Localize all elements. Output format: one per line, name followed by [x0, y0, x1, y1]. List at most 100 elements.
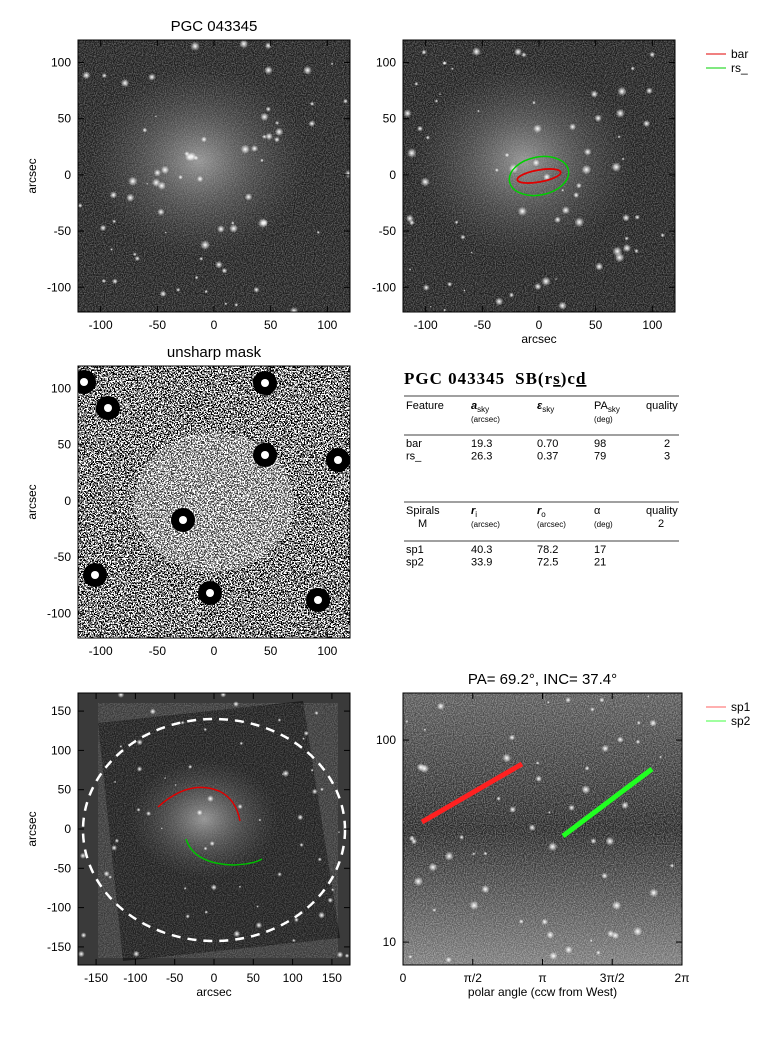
- panel-title: PA= 69.2°, INC= 37.4°: [468, 671, 617, 688]
- x-tick-label: 100: [317, 644, 337, 658]
- y-tick-label: 100: [51, 381, 71, 395]
- table-cell: 26.3: [471, 451, 492, 463]
- column-header: εsky: [537, 400, 554, 414]
- star: [188, 764, 193, 769]
- table-cell: 78.2: [537, 544, 558, 556]
- header-sub: sky: [608, 405, 620, 414]
- star: [561, 188, 565, 192]
- x-tick-label: 100: [317, 318, 337, 332]
- star: [605, 836, 615, 846]
- y-tick-label: 100: [51, 55, 71, 69]
- type-part: SB(r: [515, 369, 553, 388]
- star: [541, 918, 549, 926]
- star: [633, 926, 643, 937]
- star: [496, 796, 501, 801]
- star: [649, 51, 656, 58]
- header-unit: (arcsec): [471, 520, 500, 529]
- star: [612, 246, 623, 257]
- header-sub: sky: [542, 405, 554, 414]
- star: [471, 47, 482, 57]
- star: [264, 65, 273, 75]
- star: [558, 301, 567, 310]
- star: [111, 844, 118, 851]
- star: [413, 876, 423, 887]
- star-core: [334, 456, 342, 464]
- star: [590, 838, 597, 845]
- star: [78, 950, 85, 958]
- table-cell: rs_: [406, 451, 422, 463]
- star: [185, 152, 194, 162]
- star: [220, 693, 227, 698]
- star: [607, 930, 615, 938]
- star: [611, 162, 622, 172]
- star: [481, 885, 490, 894]
- star: [508, 734, 516, 741]
- star: [176, 287, 181, 293]
- star: [573, 192, 580, 199]
- image: [78, 366, 350, 638]
- star: [494, 168, 499, 173]
- star: [611, 900, 622, 911]
- y-tick-label: 100: [376, 55, 396, 69]
- column-header: PAsky: [594, 400, 620, 414]
- star: [309, 101, 315, 107]
- star: [265, 106, 271, 112]
- star: [521, 52, 527, 58]
- column-header: Spirals: [406, 505, 440, 517]
- x-tick-label: -100: [123, 971, 147, 985]
- x-tick-label: 0: [211, 318, 218, 332]
- parameter-table: PGC 043345 SB(rs)cd Feature asky(arcsec)εs…: [404, 369, 679, 569]
- star: [210, 884, 217, 891]
- sp1-fit: [420, 761, 524, 825]
- star: [234, 302, 239, 307]
- table-cell: 2: [664, 438, 670, 450]
- star: [174, 783, 177, 787]
- star: [443, 308, 447, 312]
- star: [217, 225, 225, 233]
- y-tick-label: 50: [383, 112, 397, 126]
- star: [589, 939, 593, 943]
- star: [204, 910, 209, 914]
- star: [244, 193, 253, 201]
- star: [502, 753, 512, 763]
- panel: -100 -50 0 50 100 -100 -50 0 50 100 unsharp mask ar…: [25, 344, 351, 658]
- column-header: asky: [471, 400, 489, 414]
- panel-title: unsharp mask: [167, 344, 262, 361]
- galaxy: [134, 432, 294, 572]
- star: [151, 178, 161, 187]
- star: [185, 914, 190, 919]
- x-axis-label: polar angle (ccw from West): [468, 985, 617, 999]
- star: [419, 763, 430, 774]
- star: [146, 182, 149, 185]
- star: [554, 216, 561, 224]
- star: [617, 135, 621, 139]
- star: [649, 719, 657, 727]
- star: [408, 219, 415, 226]
- star: [534, 282, 542, 291]
- star: [438, 93, 441, 96]
- star: [451, 67, 454, 71]
- star: [237, 804, 243, 810]
- star: [331, 888, 335, 892]
- header-name: Spirals: [406, 505, 440, 517]
- star: [477, 109, 480, 113]
- star: [112, 278, 118, 285]
- star: [581, 785, 591, 795]
- star: [528, 824, 536, 832]
- table-cell: 40.3: [471, 544, 492, 556]
- star: [564, 945, 573, 954]
- y-tick-label: 0: [64, 494, 71, 508]
- star: [495, 297, 504, 306]
- disk-ellipse: [81, 717, 347, 943]
- star: [142, 127, 148, 133]
- star-core: [206, 589, 214, 597]
- x-tick-label: -50: [149, 644, 167, 658]
- star: [659, 755, 663, 759]
- star: [601, 744, 610, 753]
- star: [420, 177, 430, 187]
- star: [113, 780, 117, 784]
- y-tick-label: -150: [47, 940, 71, 954]
- table-cell: 0.37: [537, 451, 558, 463]
- y-tick-label: 50: [58, 783, 72, 797]
- star: [164, 777, 167, 780]
